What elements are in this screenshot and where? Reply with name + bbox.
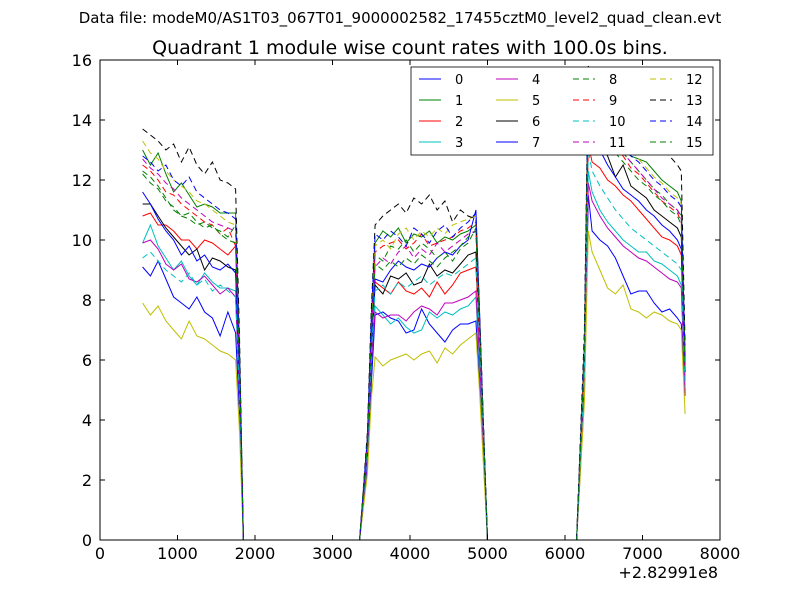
legend-label-2: 2 <box>455 115 463 130</box>
legend-label-3: 3 <box>455 136 463 151</box>
series-line-15 <box>142 95 686 541</box>
x-tick-label: 2000 <box>235 544 276 563</box>
y-tick-label: 6 <box>82 351 92 370</box>
x-tick-label: 7000 <box>622 544 663 563</box>
series-line-2 <box>142 143 686 541</box>
series-line-5 <box>142 230 686 541</box>
x-tick-label: 3000 <box>312 544 353 563</box>
y-tick-label: 12 <box>72 171 92 190</box>
legend-label-15: 15 <box>686 136 703 151</box>
y-tick-label: 14 <box>72 111 92 130</box>
legend-label-8: 8 <box>609 73 617 88</box>
y-tick-label: 2 <box>82 471 92 490</box>
legend-label-5: 5 <box>532 94 540 109</box>
chart-suptitle: Data file: modeM0/AS1T03_067T01_90000025… <box>79 9 722 28</box>
x-offset-label: +2.82991e8 <box>618 563 718 582</box>
legend-label-0: 0 <box>455 73 463 88</box>
legend-label-4: 4 <box>532 73 540 88</box>
legend-label-10: 10 <box>609 115 626 130</box>
series-line-3 <box>142 170 686 541</box>
x-tick-label: 5000 <box>467 544 508 563</box>
legend-label-14: 14 <box>686 115 703 130</box>
x-tick-label: 8000 <box>700 544 741 563</box>
x-axis: 0 1000 2000 3000 4000 5000 6000 7000 8000 <box>95 60 740 563</box>
y-tick-label: 10 <box>72 231 92 250</box>
x-tick-label: 4000 <box>390 544 431 563</box>
legend-label-11: 11 <box>609 136 626 151</box>
series-line-0 <box>142 194 686 541</box>
legend-label-6: 6 <box>532 115 540 130</box>
series-line-10 <box>142 149 686 541</box>
y-tick-label: 4 <box>82 411 92 430</box>
legend-box <box>410 66 714 156</box>
legend-label-12: 12 <box>686 73 703 88</box>
legend-label-9: 9 <box>609 94 617 109</box>
y-tick-label: 0 <box>82 531 92 550</box>
y-tick-label: 8 <box>82 291 92 310</box>
x-tick-label: 0 <box>95 544 105 563</box>
y-tick-label: 16 <box>72 51 92 70</box>
series-line-7 <box>142 98 686 541</box>
x-tick-label: 6000 <box>545 544 586 563</box>
legend-label-13: 13 <box>686 94 703 109</box>
chart-title: Quadrant 1 module wise count rates with … <box>152 37 668 59</box>
x-tick-label: 1000 <box>157 544 198 563</box>
legend-label-1: 1 <box>455 94 463 109</box>
legend-label-7: 7 <box>532 136 540 151</box>
